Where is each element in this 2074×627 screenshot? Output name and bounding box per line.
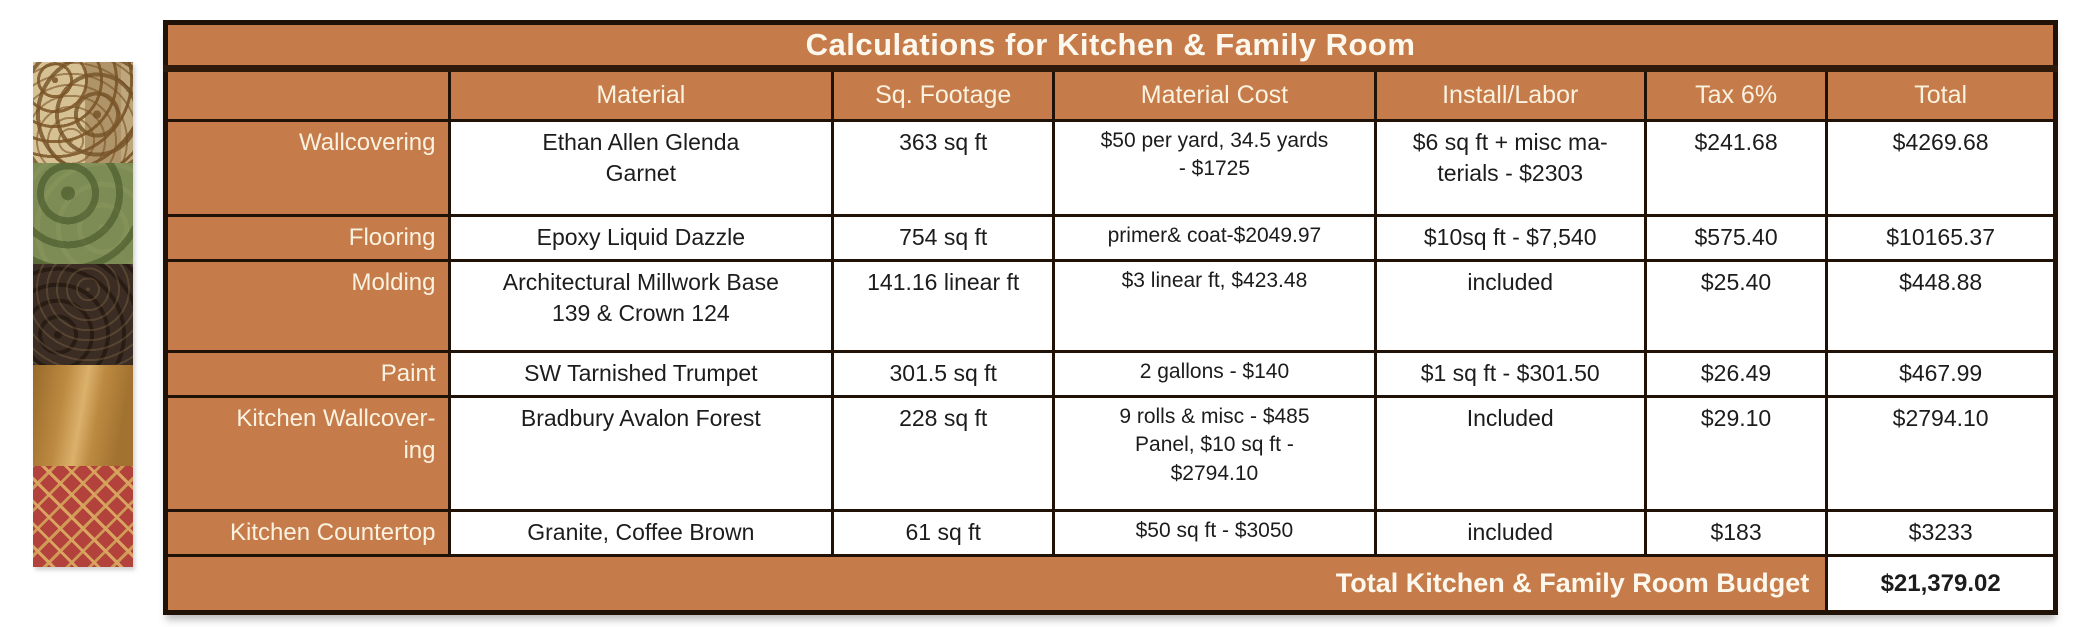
table-header-row: Material Sq. Footage Material Cost Insta… [164,67,2057,122]
cell-sq-footage: 228 sq ft [831,395,1056,512]
column-header-tax: Tax 6% [1643,67,1829,122]
table-title-row: Calculations for Kitchen & Family Room [164,21,2057,72]
cell-material: Bradbury Avalon Forest [447,395,835,512]
fabric-sage-green-swatch [33,163,133,264]
cell-total: $3233 [1825,509,2057,557]
cell-material-cost: $50 per yard, 34.5 yards - $1725 [1052,119,1377,217]
cell-tax: $575.40 [1643,214,1829,262]
total-budget-value: $21,379.02 [1825,554,2057,614]
cell-total: $467.99 [1825,350,2057,398]
cell-tax: $25.40 [1643,259,1829,353]
fabric-gold-silk-swatch [33,365,133,466]
fabric-red-diamond-swatch [33,466,133,567]
column-header-material: Material [447,67,835,122]
cell-total: $4269.68 [1825,119,2057,217]
cell-install-labor: $1 sq ft - $301.50 [1373,350,1647,398]
cell-tax: $241.68 [1643,119,1829,217]
table-row-molding: Molding Architectural Millwork Base 139 … [164,259,2057,353]
column-header-blank [164,67,451,122]
cell-sq-footage: 754 sq ft [831,214,1056,262]
row-label: Kitchen Wallcover- ing [164,395,451,512]
row-label: Wallcovering [164,119,451,217]
cell-material: Epoxy Liquid Dazzle [447,214,835,262]
cell-install-labor: Included [1373,395,1647,512]
cell-material: Architectural Millwork Base 139 & Crown … [447,259,835,353]
cell-install-labor: included [1373,259,1647,353]
cell-sq-footage: 61 sq ft [831,509,1056,557]
cell-total: $10165.37 [1825,214,2057,262]
cell-material: SW Tarnished Trumpet [447,350,835,398]
cell-material-cost: 9 rolls & misc - $485 Panel, $10 sq ft -… [1052,395,1377,512]
table-row-kitchen-countertop: Kitchen Countertop Granite, Coffee Brown… [164,509,2057,557]
row-label: Kitchen Countertop [164,509,451,557]
table-row-flooring: Flooring Epoxy Liquid Dazzle 754 sq ft p… [164,214,2057,262]
cell-material-cost: 2 gallons - $140 [1052,350,1377,398]
cell-total: $448.88 [1825,259,2057,353]
cell-material: Ethan Allen Glenda Garnet [447,119,835,217]
total-budget-label: Total Kitchen & Family Room Budget [163,554,1829,614]
cell-material: Granite, Coffee Brown [447,509,835,557]
table-row-wallcovering: Wallcovering Ethan Allen Glenda Garnet 3… [164,119,2057,217]
column-header-install-labor: Install/Labor [1373,67,1647,122]
cell-sq-footage: 301.5 sq ft [831,350,1056,398]
column-header-sq-footage: Sq. Footage [831,67,1056,122]
column-header-total: Total [1825,67,2057,122]
cell-material-cost: $3 linear ft, $423.48 [1052,259,1377,353]
cell-total: $2794.10 [1825,395,2057,512]
cell-install-labor: $6 sq ft + misc ma- terials - $2303 [1373,119,1647,217]
column-header-material-cost: Material Cost [1052,67,1377,122]
budget-table: Calculations for Kitchen & Family Room M… [163,20,2058,615]
page-title: Calculations for Kitchen & Family Room [164,21,2057,72]
fabric-dark-brown-swatch [33,264,133,365]
cell-install-labor: included [1373,509,1647,557]
row-label: Molding [164,259,451,353]
wallpaper-tan-floral-swatch [33,62,133,163]
cell-tax: $29.10 [1643,395,1829,512]
cell-sq-footage: 363 sq ft [831,119,1056,217]
cell-material-cost: $50 sq ft - $3050 [1052,509,1377,557]
cell-material-cost: primer& coat-$2049.97 [1052,214,1377,262]
row-label: Flooring [164,214,451,262]
table-row-kitchen-wallcovering: Kitchen Wallcover- ing Bradbury Avalon F… [164,395,2057,512]
cell-tax: $183 [1643,509,1829,557]
row-label: Paint [164,350,451,398]
cell-sq-footage: 141.16 linear ft [831,259,1056,353]
table-row-paint: Paint SW Tarnished Trumpet 301.5 sq ft 2… [164,350,2057,398]
material-swatch-strip [33,62,133,567]
cell-install-labor: $10sq ft - $7,540 [1373,214,1647,262]
table-total-row: Total Kitchen & Family Room Budget $21,3… [163,554,2057,614]
cell-tax: $26.49 [1643,350,1829,398]
